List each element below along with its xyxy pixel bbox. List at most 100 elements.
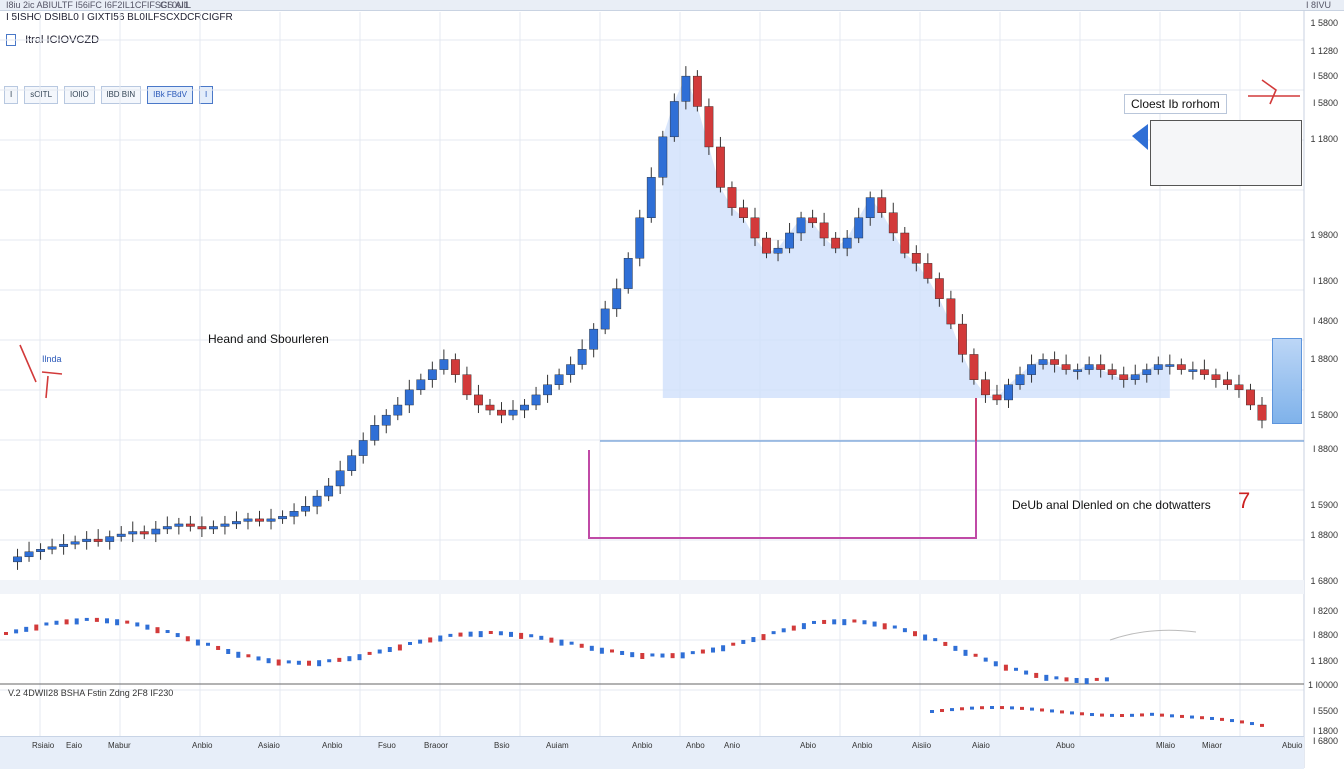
price-side-tag <box>1272 338 1302 424</box>
indicator-candle <box>1090 713 1094 717</box>
sub-panel-candle <box>852 619 857 623</box>
candle <box>474 394 483 406</box>
sub-panel-candle <box>307 660 311 666</box>
sub-panel-candle <box>216 645 221 650</box>
sub-panel-candle <box>913 631 917 637</box>
sub-panel-candle <box>680 652 685 659</box>
candle <box>646 177 656 219</box>
indicator-candle <box>1130 713 1134 717</box>
sub-panel-candle <box>458 632 463 637</box>
candle <box>105 536 115 542</box>
candle <box>669 101 679 138</box>
candle <box>1084 364 1094 370</box>
candle <box>139 531 149 535</box>
sub-panel-candle <box>286 660 291 664</box>
y-tick-label: 1 8800 <box>1310 530 1338 540</box>
sub-panel-candle <box>832 619 837 625</box>
candle <box>1038 359 1048 365</box>
sub-panel-candle <box>14 629 19 634</box>
sub-panel-candle <box>94 617 99 622</box>
sub-panel-candle <box>4 632 8 635</box>
candle <box>197 526 207 530</box>
candle <box>174 523 184 527</box>
sub-panel-candle <box>812 620 816 624</box>
candle <box>681 75 691 102</box>
candle <box>635 217 645 259</box>
sub-panel-candle <box>387 647 392 653</box>
sub-panel-candle <box>842 619 847 626</box>
sub-panel-candle <box>539 635 544 640</box>
y-tick-label: 1 I0000 <box>1307 680 1338 690</box>
candle <box>842 237 852 249</box>
sub-panel-candle <box>397 644 402 651</box>
indicator-candle <box>1080 712 1084 716</box>
sub-panel-candle <box>973 653 978 657</box>
sub-panel-candle <box>1044 674 1049 681</box>
candle <box>232 521 241 525</box>
y-tick-label: I 5800 <box>1312 71 1338 81</box>
indicator-candle <box>1260 723 1264 727</box>
sub-panel-candle <box>1084 678 1089 685</box>
sub-panel-candle <box>115 619 120 626</box>
candle <box>301 506 311 512</box>
candle <box>13 556 22 563</box>
candle <box>497 409 506 416</box>
x-tick-label: Rsiaio <box>32 741 55 750</box>
sub-panel-candle <box>498 631 503 636</box>
candle <box>358 440 368 456</box>
sub-panel-candle <box>195 639 200 646</box>
indicator-candle <box>1220 717 1224 721</box>
y-tick-label: I 4800 <box>1312 316 1338 326</box>
candle <box>865 197 875 218</box>
x-tick-label: Auiam <box>546 741 569 750</box>
candle <box>623 258 633 289</box>
candle <box>128 531 138 535</box>
y-tick-label: 1 8800 <box>1310 354 1338 364</box>
sub-panel-candle <box>1054 676 1059 680</box>
sub-panel-candle <box>337 657 342 662</box>
candle <box>658 136 668 178</box>
candle <box>266 518 276 522</box>
sub-panel-candle <box>347 656 352 662</box>
candle <box>773 247 783 254</box>
candle <box>1061 364 1071 370</box>
x-tick-label: Aiaio <box>972 741 990 750</box>
indicator-candle <box>1230 719 1234 723</box>
candle <box>70 541 80 545</box>
sub-panel-candle <box>1104 677 1109 682</box>
sub-panel-candle <box>1014 667 1018 671</box>
candle <box>1176 364 1186 370</box>
sub-panel-candle <box>519 632 524 639</box>
x-tick-label: Fsuo <box>378 741 396 750</box>
candle <box>992 394 1002 401</box>
sub-panel-candle <box>761 634 766 641</box>
sub-panel-candle <box>408 641 412 645</box>
sub-panel-candle <box>983 657 988 662</box>
indicator-candle <box>1170 714 1174 718</box>
y-tick-label: 1 5800 <box>1310 410 1338 420</box>
sub-panel-candle <box>488 630 493 634</box>
indicator-candle <box>1100 713 1104 717</box>
candle <box>312 495 322 507</box>
y-tick-label: 1 1800 <box>1310 656 1338 666</box>
sub-panel-candle <box>327 659 332 663</box>
candle <box>116 533 126 537</box>
candle <box>520 404 529 411</box>
sub-panel-candle <box>185 636 190 642</box>
candle <box>1165 364 1175 367</box>
candle <box>1211 374 1221 380</box>
head-area-fill <box>662 76 1170 399</box>
candle <box>704 106 714 148</box>
indicator-candle <box>1010 706 1014 710</box>
x-tick-label: Anbio <box>192 741 213 750</box>
candle <box>957 323 967 355</box>
sub-panel-candle <box>660 653 665 658</box>
sub-panel-candle <box>236 651 241 658</box>
indicator-candle <box>1250 722 1254 726</box>
candle <box>854 217 864 239</box>
candle <box>566 364 576 375</box>
sub-panel-candle <box>670 653 675 659</box>
sub-panel-candle <box>1003 664 1008 671</box>
closest-bottom-label: Cloest Ib rorhom <box>1124 94 1227 114</box>
